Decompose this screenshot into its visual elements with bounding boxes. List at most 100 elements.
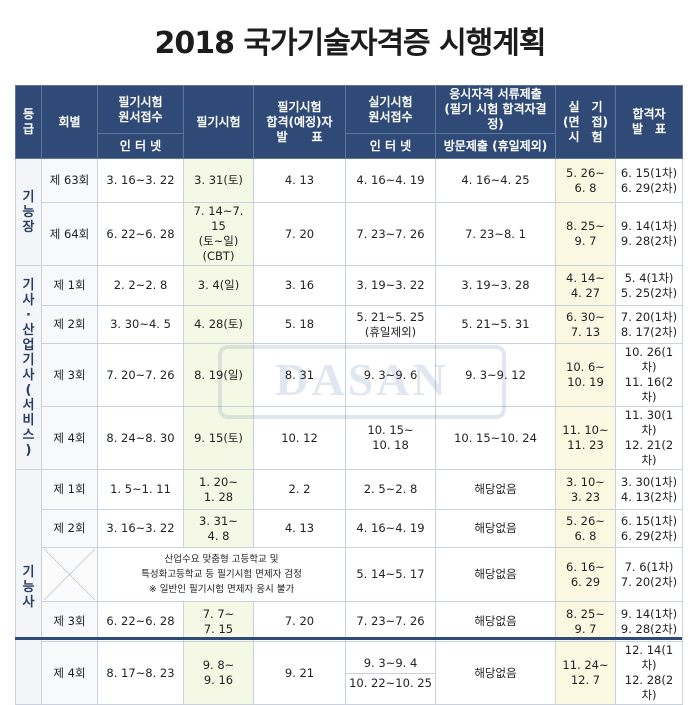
doc-submit-cell: 4. 16~4. 25 [435,158,556,203]
practical-exam-cell: 8. 25~ 9. 7 [555,601,616,642]
grade-char: 기 [22,564,35,580]
round-cell: 제 4회 [41,641,98,705]
practical-app-first: 9. 3~9. 4 [346,656,435,674]
practical-app-cell: 9. 3~9. 6 [345,343,436,407]
written-result-cell: 8. 31 [253,343,346,407]
written-exam-cell: 1. 20~ 1. 28 [183,469,254,510]
page-title: 2018 국가기술자격증 시행계획 [154,26,547,61]
written-exam-cell: 9. 15(토) [183,406,254,470]
round-cell: 제 2회 [41,509,98,548]
doc-submit-cell: 5. 21~5. 31 [435,305,556,344]
final-result-cell: 3. 30(1차) 4. 13(2차) [615,469,683,510]
table-row: 제 4회 8. 24~8. 30 9. 15(토) 10. 12 10. 15~ 10. … [16,406,683,470]
header-grade-char: 급 [22,122,35,136]
practical-exam-cell: 5. 26~ 6. 8 [555,158,616,203]
table-row: 제 64회 6. 22~6. 28 7. 14~7. 15 (토~일) (CBT) 7. … [16,202,683,266]
grade-label: 기 사 · 산 업 기 사(서 비 스) [15,265,42,470]
written-result-cell: 2. 2 [253,469,346,510]
practical-app-cell: 7. 23~7. 26 [345,601,436,642]
practical-app-cell: 10. 15~ 10. 18 [345,406,436,470]
grade-char: 산 [22,322,35,338]
practical-app-cell: 5. 14~5. 17 [345,547,436,602]
round-cell: 제 64회 [41,202,98,266]
practical-exam-cell: 4. 14~ 4. 27 [555,265,616,306]
table-row: 제 2회 3. 30~4. 5 4. 28(토) 5. 18 5. 21~5. 25 (휴… [16,305,683,344]
grade-char: 서 [22,397,35,413]
grade-char: 사 [22,367,35,383]
table-row: 제 3회 7. 20~7. 26 8. 19(일) 8. 31 9. 3~9. 6 9. … [16,343,683,407]
written-app-cell: 7. 20~7. 26 [97,343,184,407]
grade-char: 능 [22,579,35,595]
final-result-cell: 11. 30(1차) 12. 21(2차) [615,406,683,470]
written-result-cell: 5. 18 [253,305,346,344]
grade-char: 기 [22,352,35,368]
practical-app-cell: 2. 5~2. 8 [345,469,436,510]
grade-char: 기 [22,277,35,293]
practical-exam-cell: 10. 6~ 10. 19 [555,343,616,407]
doc-submit-cell: 10. 15~10. 24 [435,406,556,470]
practical-exam-cell: 5. 26~ 6. 8 [555,509,616,548]
written-result-cell: 4. 13 [253,509,346,548]
practical-app-cell: 4. 16~4. 19 [345,509,436,548]
written-exam-cell: 3. 31~ 4. 8 [183,509,254,548]
final-result-cell: 7. 20(1차) 8. 17(2차) [615,305,683,344]
written-result-cell: 10. 12 [253,406,346,470]
practical-app-second: 10. 22~10. 25 [349,675,432,690]
doc-submit-cell: 해당없음 [435,601,556,642]
round-cell: 제 3회 [41,343,98,407]
written-app-cell: 8. 24~8. 30 [97,406,184,470]
round-cell: 제 4회 [41,406,98,470]
written-result-cell: 9. 21 [253,641,346,705]
grade-char: 사 [22,292,35,308]
practical-app-cell: 9. 3~9. 4 10. 22~10. 25 [345,641,436,705]
practical-exam-cell: 3. 10~ 3. 23 [555,469,616,510]
practical-app-cell: 5. 21~5. 25 (휴일제외) [345,305,436,344]
table-row: 산업수요 맞춤형 고등학교 및 특성화고등학교 등 필기시험 면제자 검정 ※ 일반… [16,547,683,602]
practical-exam-cell: 6. 30~ 7. 13 [555,305,616,344]
table-row: 기 사 · 산 업 기 사(서 비 스) 제 1회 2. 2~2. 8 3. 4(일) 3. 16 3. … [15,265,683,470]
header-written-result: 필기시험 합격(예정)자 발 표 [253,85,346,159]
grade-char: 장 [22,219,35,235]
written-exam-cell: 4. 28(토) [183,305,254,344]
practical-exam-cell: 6. 16~ 6. 29 [555,547,616,602]
exemption-note: 산업수요 맞춤형 고등학교 및 특성화고등학교 등 필기시험 면제자 검정 ※ 일반… [97,547,346,602]
practical-exam-cell: 11. 24~ 12. 7 [555,641,616,705]
round-empty-cell [41,547,98,602]
doc-submit-cell: 3. 19~3. 28 [435,265,556,306]
table-row: 제 2회 3. 16~3. 22 3. 31~ 4. 8 4. 13 4. 16~4. 1… [16,509,683,548]
header-final-result: 합격자 발 표 [615,85,683,159]
grade-char: 능 [22,204,35,220]
grade-char: 업 [22,337,35,353]
written-exam-cell: 7. 7~ 7. 15 [183,601,254,642]
written-app-cell: 1. 5~1. 11 [97,469,184,510]
practical-app-cell: 4. 16~4. 19 [345,158,436,203]
round-cell: 제 3회 [41,601,98,642]
final-result-cell: 10. 26(1차) 11. 16(2차) [615,343,683,407]
doc-submit-cell: 9. 3~9. 12 [435,343,556,407]
final-result-cell: 6. 15(1차) 6. 29(2차) [615,158,683,203]
practical-app-cell: 7. 23~7. 26 [345,202,436,266]
written-exam-cell: 7. 14~7. 15 (토~일) (CBT) [183,202,254,266]
grade-char: 스 [22,427,35,443]
round-cell: 제 1회 [41,469,98,510]
header-written-app-sub: 인 터 넷 [97,133,184,159]
doc-submit-cell: 해당없음 [435,509,556,548]
final-result-cell: 5. 4(1차) 5. 25(2차) [615,265,683,306]
final-result-cell: 7. 6(1차) 7. 20(2차) [615,547,683,602]
bottom-rule [15,637,682,640]
header-written-exam: 필기시험 [183,85,254,159]
header-practical-app: 실기시험 원서접수 [345,85,436,134]
written-result-cell: 7. 20 [253,202,346,266]
written-result-cell: 3. 16 [253,265,346,306]
written-exam-cell: 8. 19(일) [183,343,254,407]
table-row: 제 3회 6. 22~6. 28 7. 7~ 7. 15 7. 20 7. 23~7. 2… [16,601,683,642]
practical-exam-cell: 11. 10~ 11. 23 [555,406,616,470]
grade-char: · [26,307,31,323]
practical-app-cell: 3. 19~3. 22 [345,265,436,306]
round-cell: 제 1회 [41,265,98,306]
final-result-cell: 9. 14(1차) 9. 28(2차) [615,601,683,642]
